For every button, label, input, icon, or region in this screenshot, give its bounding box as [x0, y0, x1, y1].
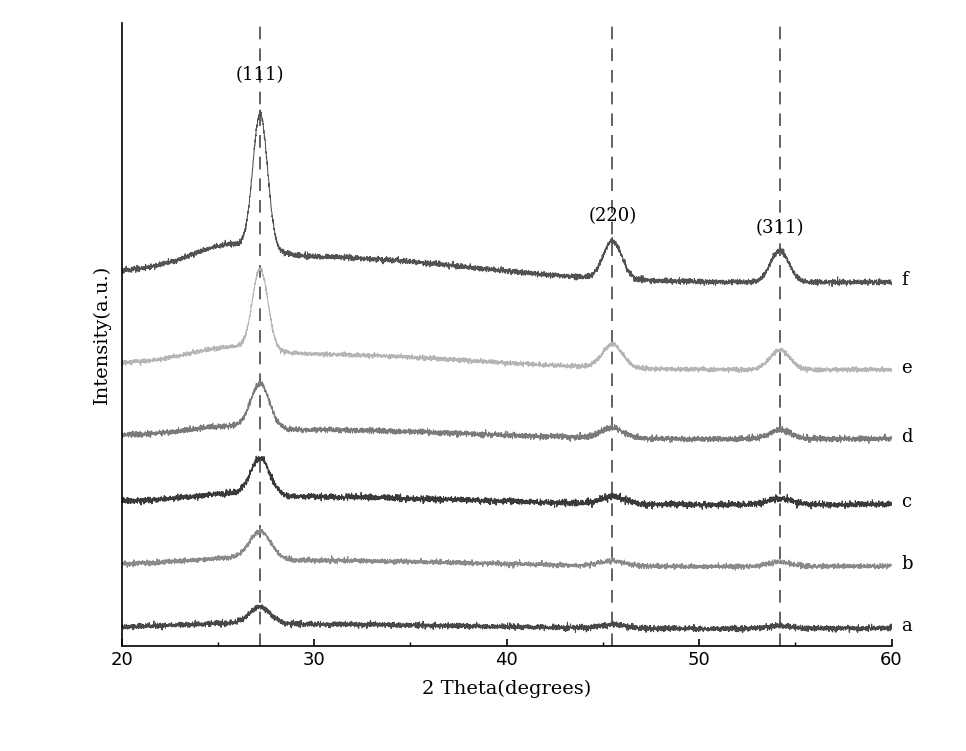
Text: b: b [901, 555, 913, 573]
Text: d: d [901, 427, 913, 445]
Text: f: f [901, 271, 908, 289]
Text: (311): (311) [755, 219, 804, 237]
Text: a: a [901, 617, 912, 635]
Text: (111): (111) [236, 66, 284, 84]
Y-axis label: Intensity(a.u.): Intensity(a.u.) [93, 265, 110, 404]
Text: e: e [901, 359, 912, 377]
Text: (220): (220) [588, 207, 637, 225]
Text: c: c [901, 493, 911, 511]
X-axis label: 2 Theta(degrees): 2 Theta(degrees) [422, 680, 591, 698]
